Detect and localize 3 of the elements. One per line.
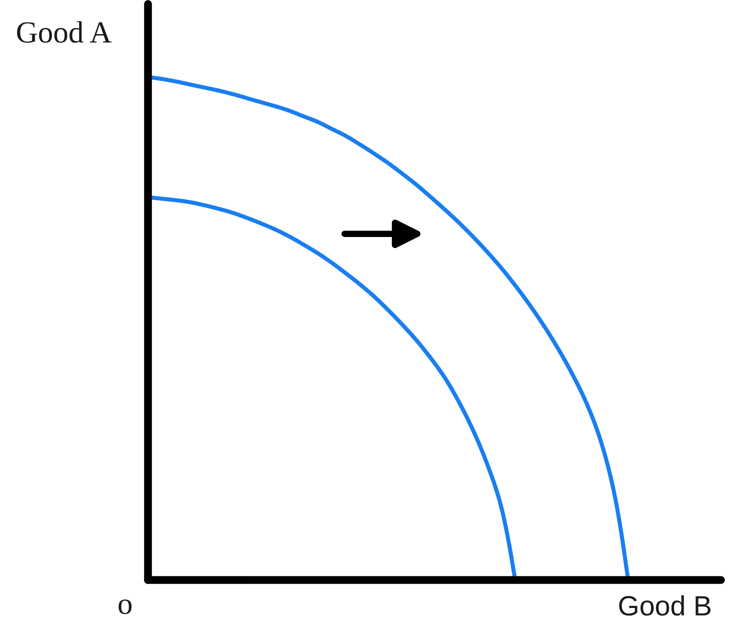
x-axis-title: Good B — [619, 595, 710, 616]
text: o — [118, 599, 132, 614]
y-axis-title: Good A — [17, 21, 112, 43]
